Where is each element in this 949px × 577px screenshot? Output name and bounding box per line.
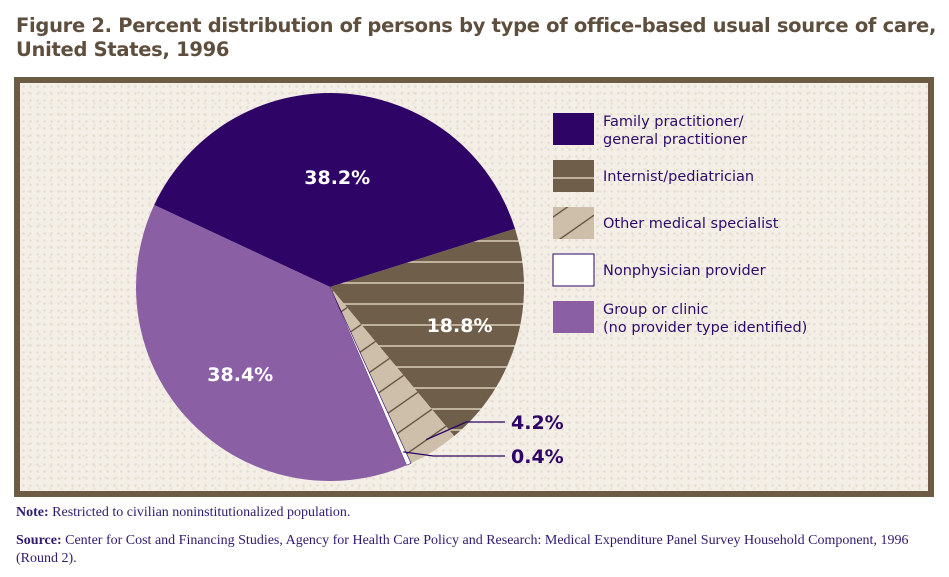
chart-note: Note: Restricted to civilian noninstitut… xyxy=(16,504,936,522)
chart-title: Figure 2. Percent distribution of person… xyxy=(16,14,946,62)
source-label: Source: xyxy=(16,533,62,548)
leader-line-2 xyxy=(425,421,505,441)
slice-label-1: 18.8% xyxy=(427,315,493,337)
legend-swatch-3 xyxy=(552,253,595,287)
slice-label-0: 38.2% xyxy=(304,167,370,189)
chart-frame xyxy=(14,77,934,497)
legend-swatch-2 xyxy=(553,207,594,239)
legend-label-0: general practitioner xyxy=(603,132,747,148)
slice-label-3: 0.4% xyxy=(511,446,564,468)
source-text: Center for Cost and Financing Studies, A… xyxy=(16,533,909,566)
pie-slice-3 xyxy=(329,286,412,466)
slice-label-4: 38.4% xyxy=(207,364,273,386)
legend-swatch-1 xyxy=(553,160,594,192)
title-line-1: Figure 2. Percent distribution of person… xyxy=(16,14,937,37)
legend-label-4: Group or clinic xyxy=(603,302,708,318)
legend-label-1: Internist/pediatrician xyxy=(603,169,754,185)
pie-slice-1 xyxy=(330,228,524,437)
chart-source: Source: Center for Cost and Financing St… xyxy=(16,532,936,568)
title-line-2: United States, 1996 xyxy=(16,38,230,61)
legend-swatch-4 xyxy=(553,301,594,333)
legend-swatch-0 xyxy=(553,113,594,145)
legend-label-4: (no provider type identified) xyxy=(603,320,807,336)
legend-label-0: Family practitioner/ xyxy=(603,114,744,130)
note-label: Note: xyxy=(16,505,49,520)
note-text: Restricted to civilian noninstitutionali… xyxy=(48,505,351,520)
pie-slice-4 xyxy=(135,205,407,482)
slice-label-2: 4.2% xyxy=(511,412,564,434)
leader-line-3 xyxy=(403,451,505,457)
pie-slice-0 xyxy=(154,93,516,288)
pie-slice-2 xyxy=(330,287,455,464)
legend-label-2: Other medical specialist xyxy=(603,216,779,232)
legend-label-3: Nonphysician provider xyxy=(603,263,766,279)
